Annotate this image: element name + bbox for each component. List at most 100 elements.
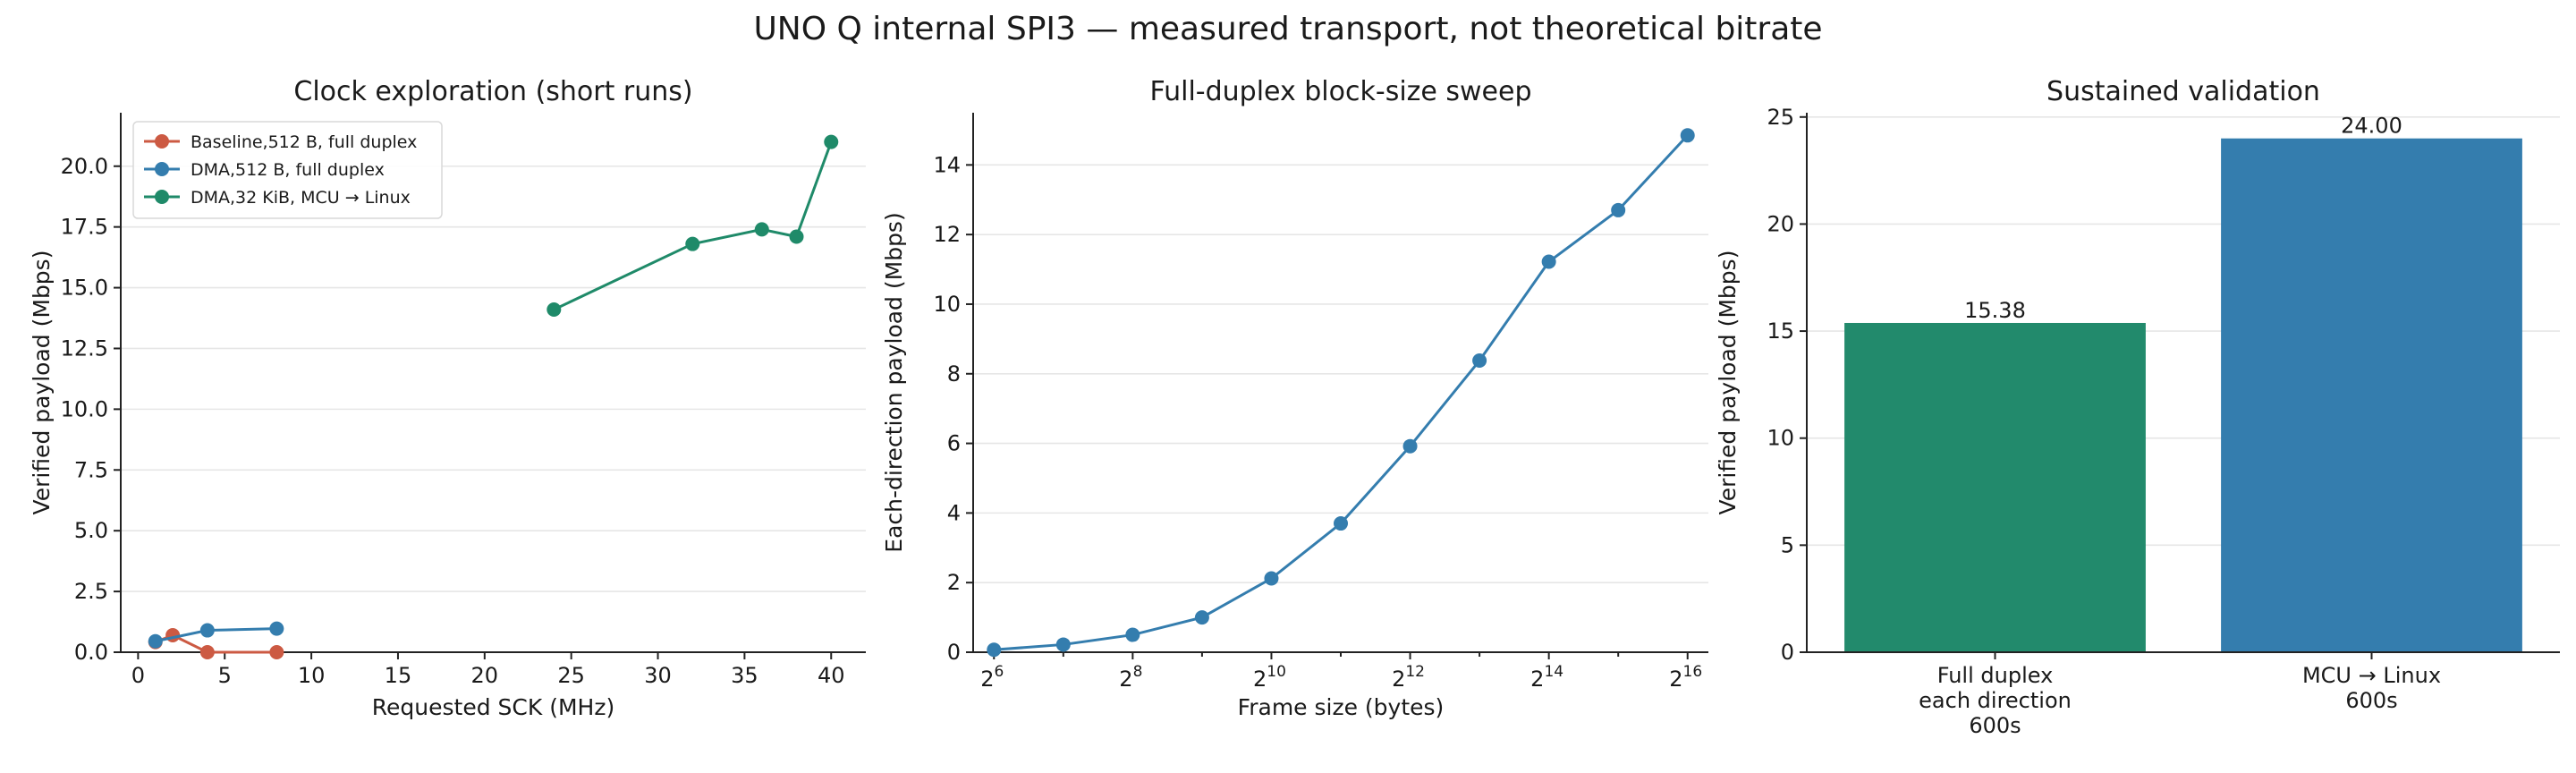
series-0-point: [199, 645, 215, 659]
series-1-point: [148, 633, 163, 649]
x-tick-label: 10: [298, 663, 326, 688]
y-tick-label: 10: [1767, 426, 1794, 451]
x-category-label: each direction: [1919, 688, 2072, 713]
y-axis-label: Verified payload (Mbps): [29, 251, 55, 515]
x-tick-label: 25: [557, 663, 585, 688]
y-tick-label: 17.5: [61, 215, 108, 240]
y-tick-label: 0: [947, 640, 961, 665]
y-tick-label: 15.0: [61, 276, 108, 301]
y-tick-label: 8: [947, 361, 961, 386]
bar-value-label: 15.38: [1964, 298, 2026, 323]
x-tick-label: 216: [1669, 663, 1702, 692]
bar: [1844, 322, 2146, 652]
y-tick-label: 2: [947, 570, 961, 595]
series-0-point: [1125, 627, 1140, 642]
series-1-point: [269, 621, 284, 636]
series-1-point: [199, 623, 215, 638]
x-tick-exponent: 16: [1683, 663, 1703, 681]
x-tick-base: 2: [1253, 667, 1267, 692]
x-tick-exponent: 12: [1405, 663, 1425, 681]
y-tick-label: 5.0: [74, 518, 108, 543]
legend-entry: Baseline,512 B, full duplex: [191, 132, 417, 152]
y-tick-label: 7.5: [74, 457, 108, 482]
y-tick-label: 20.0: [61, 154, 108, 179]
x-tick-base: 2: [1530, 667, 1544, 692]
x-axis-label: Requested SCK (MHz): [372, 694, 614, 720]
series-0-point: [1680, 128, 1695, 143]
series-2-point: [685, 236, 700, 251]
y-tick-label: 12.5: [61, 336, 108, 361]
x-tick-exponent: 8: [1133, 663, 1143, 681]
y-tick-label: 10: [933, 292, 961, 317]
x-tick-exponent: 6: [994, 663, 1004, 681]
y-tick-label: 20: [1767, 211, 1794, 236]
x-tick-label: 214: [1530, 663, 1563, 692]
figure-title: UNO Q internal SPI3 — measured transport…: [753, 11, 1822, 47]
x-tick-exponent: 10: [1267, 663, 1286, 681]
y-tick-label: 10.0: [61, 396, 108, 421]
bar-value-label: 24.00: [2341, 114, 2402, 139]
series-0-point: [1541, 254, 1556, 269]
y-axis-label: Verified payload (Mbps): [1715, 251, 1741, 515]
y-tick-label: 5: [1781, 532, 1794, 557]
bar: [2221, 138, 2522, 652]
x-category-label: MCU → Linux: [2302, 663, 2441, 688]
x-tick-label: 30: [644, 663, 672, 688]
x-tick-label: 28: [1119, 663, 1142, 692]
series-0-point: [1472, 353, 1487, 368]
series-0-point: [269, 645, 284, 659]
legend-entry: DMA,32 KiB, MCU → Linux: [191, 188, 411, 208]
x-category-label: 600s: [1969, 713, 2021, 738]
y-tick-label: 14: [933, 152, 961, 177]
panel-title: Sustained validation: [2046, 76, 2320, 107]
panel-title: Full-duplex block-size sweep: [1149, 76, 1531, 107]
y-tick-label: 0.0: [74, 640, 108, 665]
x-tick-label: 15: [385, 663, 412, 688]
series-0-point: [1334, 516, 1348, 531]
x-tick-exponent: 14: [1544, 663, 1563, 681]
series-0-point: [1194, 610, 1209, 625]
series-0-point: [987, 642, 1002, 658]
x-tick-label: 40: [818, 663, 845, 688]
x-tick-label: 210: [1253, 663, 1286, 692]
legend-swatch-marker: [155, 162, 169, 176]
x-tick-base: 2: [1392, 667, 1405, 692]
legend-entry: DMA,512 B, full duplex: [191, 160, 385, 180]
x-tick-label: 5: [218, 663, 232, 688]
y-tick-label: 15: [1767, 319, 1794, 344]
y-tick-label: 25: [1767, 105, 1794, 130]
x-tick-label: 20: [471, 663, 499, 688]
legend-swatch-marker: [155, 134, 169, 149]
x-tick-label: 35: [731, 663, 758, 688]
series-2-point: [754, 222, 769, 237]
y-tick-label: 12: [933, 222, 961, 247]
series-0-point: [1264, 571, 1279, 586]
clock-exploration-panel: 0.0 2.5 5.0 7.5 10.0 12.5 15.0 17.5 20.0 0 5 10 15 20…: [29, 76, 866, 720]
x-tick-base: 2: [1119, 667, 1132, 692]
series-0-point: [1055, 637, 1071, 652]
series-0-point: [165, 627, 181, 642]
series-0-point: [1611, 202, 1626, 217]
series-line-2: [553, 141, 833, 311]
x-category-label: 600s: [2345, 688, 2397, 713]
y-tick-label: 2.5: [74, 579, 108, 604]
y-tick-label: 0: [1781, 640, 1794, 665]
panel-title: Clock exploration (short runs): [293, 76, 692, 107]
x-category-label: Full duplex: [1937, 663, 2054, 688]
series-0-point: [1402, 438, 1418, 454]
y-tick-label: 6: [947, 431, 961, 456]
legend-box: [132, 121, 443, 219]
series-2-point: [789, 229, 804, 244]
x-tick-label: 212: [1392, 663, 1425, 692]
x-axis-label: Frame size (bytes): [1238, 694, 1445, 720]
y-axis-label: Each-direction payload (Mbps): [881, 212, 907, 552]
series-line-0: [994, 134, 1689, 651]
x-tick-base: 2: [1669, 667, 1682, 692]
series-2-point: [547, 302, 562, 318]
x-tick-base: 2: [980, 667, 994, 692]
legend-swatch-marker: [155, 190, 169, 204]
series-2-point: [824, 134, 839, 149]
